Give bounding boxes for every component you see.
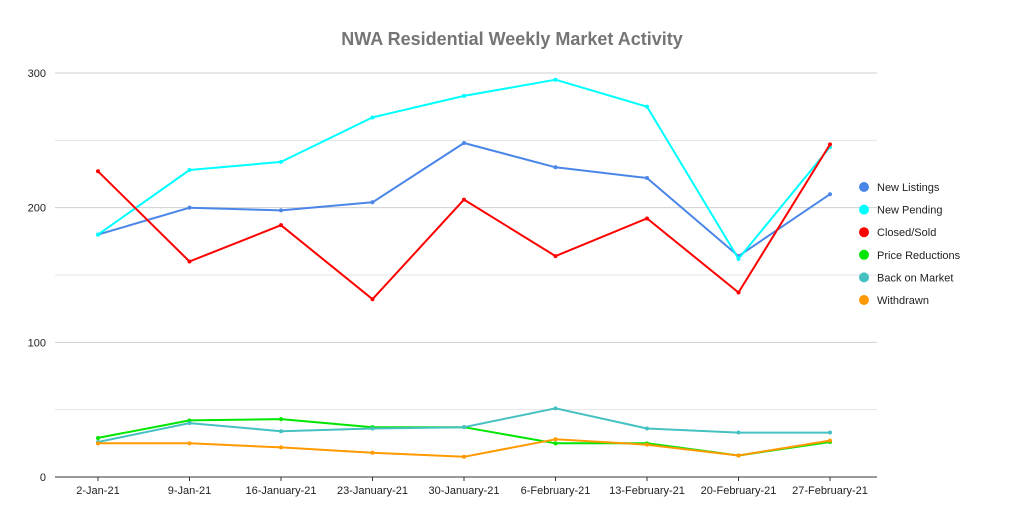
data-point-new-pending (645, 104, 649, 109)
data-point-new-pending (187, 167, 192, 172)
data-point-new-listings (828, 192, 832, 197)
data-point-withdrawn (370, 450, 375, 455)
series-line-withdrawn (97, 438, 831, 458)
series-group (96, 77, 832, 459)
y-axis: 0 100 200 300 (28, 68, 46, 484)
data-point-new-pending (736, 256, 741, 261)
data-point-back-on-market (645, 426, 649, 431)
series-price-reductions (96, 417, 832, 458)
data-point-back-on-market (828, 430, 832, 435)
data-point-new-pending (553, 77, 558, 82)
legend-item-new-pending: New Pending (859, 204, 942, 217)
data-point-closed-sold (187, 259, 192, 264)
legend-label: Withdrawn (877, 295, 929, 307)
data-point-closed-sold (370, 297, 375, 302)
legend-swatch (859, 182, 869, 192)
data-point-closed-sold (553, 254, 558, 259)
data-point-withdrawn (828, 438, 832, 443)
data-point-withdrawn (462, 454, 466, 459)
data-point-new-pending (462, 93, 466, 98)
data-point-price-reductions (279, 417, 283, 422)
legend-swatch (859, 295, 869, 305)
legend-swatch (859, 249, 869, 260)
x-tick-label: 20-February-21 (701, 485, 777, 497)
x-tick-label: 30-January-21 (429, 485, 500, 497)
series-new-pending (96, 77, 832, 261)
data-point-back-on-market (736, 430, 741, 435)
data-point-back-on-market (187, 421, 192, 426)
legend-swatch (859, 272, 869, 283)
data-point-new-listings (187, 205, 192, 210)
y-tick-label: 100 (28, 337, 46, 349)
x-tick-label: 2-Jan-21 (76, 485, 119, 497)
data-point-closed-sold (828, 142, 832, 147)
series-line-new-pending (97, 78, 831, 260)
y-tick-label: 300 (28, 68, 46, 80)
y-tick-label: 200 (28, 203, 46, 215)
legend-item-withdrawn: Withdrawn (859, 295, 929, 307)
data-point-closed-sold (645, 216, 649, 221)
x-tick-label: 9-Jan-21 (168, 485, 211, 497)
data-point-closed-sold (462, 197, 466, 202)
data-point-new-pending (370, 115, 375, 120)
series-withdrawn (96, 437, 832, 459)
legend-label: Closed/Sold (877, 227, 936, 239)
x-tick-label: 27-February-21 (792, 485, 868, 497)
data-point-back-on-market (279, 429, 283, 434)
x-axis: 2-Jan-21 9-Jan-21 16-January-21 23-January-… (55, 476, 877, 497)
data-point-new-listings (370, 200, 375, 205)
data-point-closed-sold (279, 223, 283, 228)
data-point-new-listings (462, 141, 466, 146)
legend-label: New Pending (877, 205, 942, 217)
legend-label: New Listings (877, 182, 940, 194)
data-point-price-reductions (96, 435, 100, 440)
data-point-withdrawn (279, 445, 283, 450)
data-point-withdrawn (645, 442, 649, 447)
y-tick-label: 0 (40, 472, 46, 484)
data-point-withdrawn (553, 437, 558, 442)
x-tick-label: 13-February-21 (609, 485, 685, 497)
data-point-new-listings (553, 165, 558, 170)
x-tick-label: 16-January-21 (246, 485, 317, 497)
legend-item-back-on-market: Back on Market (859, 272, 953, 284)
legend-label: Back on Market (877, 272, 953, 284)
legend-item-new-listings: New Listings (859, 182, 940, 194)
series-closed-sold (96, 142, 832, 302)
legend: New Listings New Pending Closed/Sold Price … (859, 182, 961, 307)
legend-item-closed-sold: Closed/Sold (859, 227, 936, 239)
series-back-on-market (96, 406, 832, 444)
data-point-withdrawn (187, 441, 192, 446)
data-point-new-pending (96, 232, 100, 237)
series-line-back-on-market (97, 407, 831, 443)
data-point-closed-sold (736, 290, 741, 295)
legend-item-price-reductions: Price Reductions (859, 250, 961, 262)
data-point-back-on-market (370, 426, 375, 431)
data-point-withdrawn (736, 453, 741, 458)
legend-swatch (859, 227, 869, 238)
chart-title: NWA Residential Weekly Market Activity (341, 29, 682, 49)
data-point-back-on-market (462, 425, 466, 430)
x-tick-label: 23-January-21 (337, 485, 408, 497)
data-point-new-listings (645, 176, 649, 181)
legend-label: Price Reductions (877, 250, 961, 262)
x-tick-label: 6-February-21 (521, 485, 591, 497)
data-point-withdrawn (96, 441, 100, 446)
data-point-new-pending (279, 159, 283, 164)
legend-swatch (859, 204, 869, 215)
data-point-price-reductions (553, 441, 558, 446)
data-point-new-listings (279, 208, 283, 213)
data-point-closed-sold (96, 169, 100, 174)
data-point-back-on-market (553, 406, 558, 411)
